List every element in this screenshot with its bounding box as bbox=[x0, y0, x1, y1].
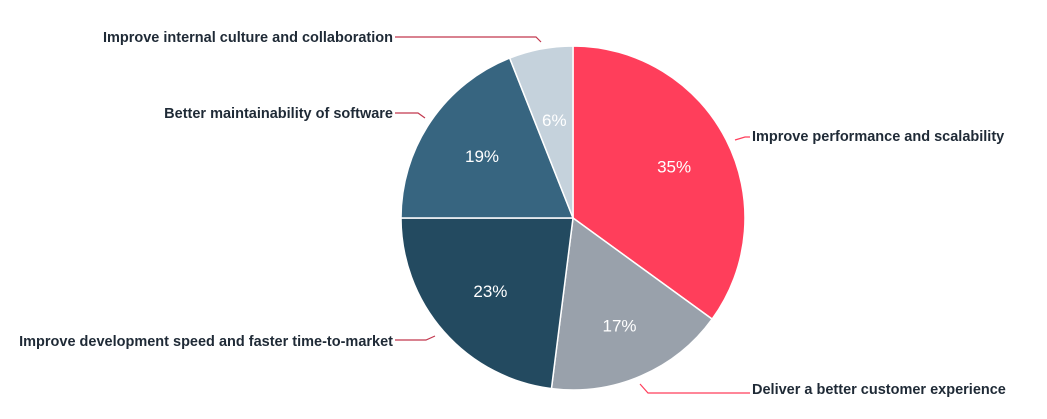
leader-lines bbox=[395, 36, 750, 394]
leader-line-improve-development-speed-and-faster-time-to-market bbox=[395, 335, 436, 341]
percentage-label-better-maintainability-of-software: 19% bbox=[465, 147, 499, 166]
pie-slice-deliver-a-better-customer-experience bbox=[550, 216, 714, 391]
category-label-improve-performance-and-scalability: Improve performance and scalability bbox=[752, 129, 1004, 145]
leader-line-better-maintainability-of-software bbox=[395, 112, 426, 119]
pie-slices bbox=[400, 45, 746, 391]
pie-slice-better-maintainability-of-software bbox=[400, 57, 575, 219]
percentage-labels: 35% 17% 23% 19% 6% bbox=[465, 111, 691, 335]
category-label-better-maintainability-of-software: Better maintainability of software bbox=[164, 106, 393, 122]
category-labels: Improve performance and scalability Deliv… bbox=[19, 30, 1006, 398]
leader-line-deliver-a-better-customer-experience bbox=[639, 383, 750, 394]
category-label-improve-internal-culture-and-collaboration: Improve internal culture and collaborati… bbox=[103, 30, 393, 46]
pie-slice-improve-development-speed-and-faster-time-to-market bbox=[400, 217, 574, 390]
percentage-label-deliver-a-better-customer-experience: 17% bbox=[602, 316, 636, 335]
percentage-label-improve-performance-and-scalability: 35% bbox=[657, 158, 691, 177]
percentage-label-improve-internal-culture-and-collaboration: 6% bbox=[542, 111, 567, 130]
category-label-improve-development-speed-and-faster-time-to-market: Improve development speed and faster tim… bbox=[19, 334, 393, 350]
percentage-label-improve-development-speed-and-faster-time-to-market: 23% bbox=[473, 282, 507, 301]
leader-line-improve-internal-culture-and-collaboration bbox=[395, 36, 542, 43]
leader-line-improve-performance-and-scalability bbox=[734, 136, 750, 141]
pie-slice-improve-performance-and-scalability bbox=[572, 45, 746, 321]
category-label-deliver-a-better-customer-experience: Deliver a better customer experience bbox=[752, 382, 1006, 398]
pie-slice-improve-internal-culture-and-collaboration bbox=[508, 45, 574, 219]
